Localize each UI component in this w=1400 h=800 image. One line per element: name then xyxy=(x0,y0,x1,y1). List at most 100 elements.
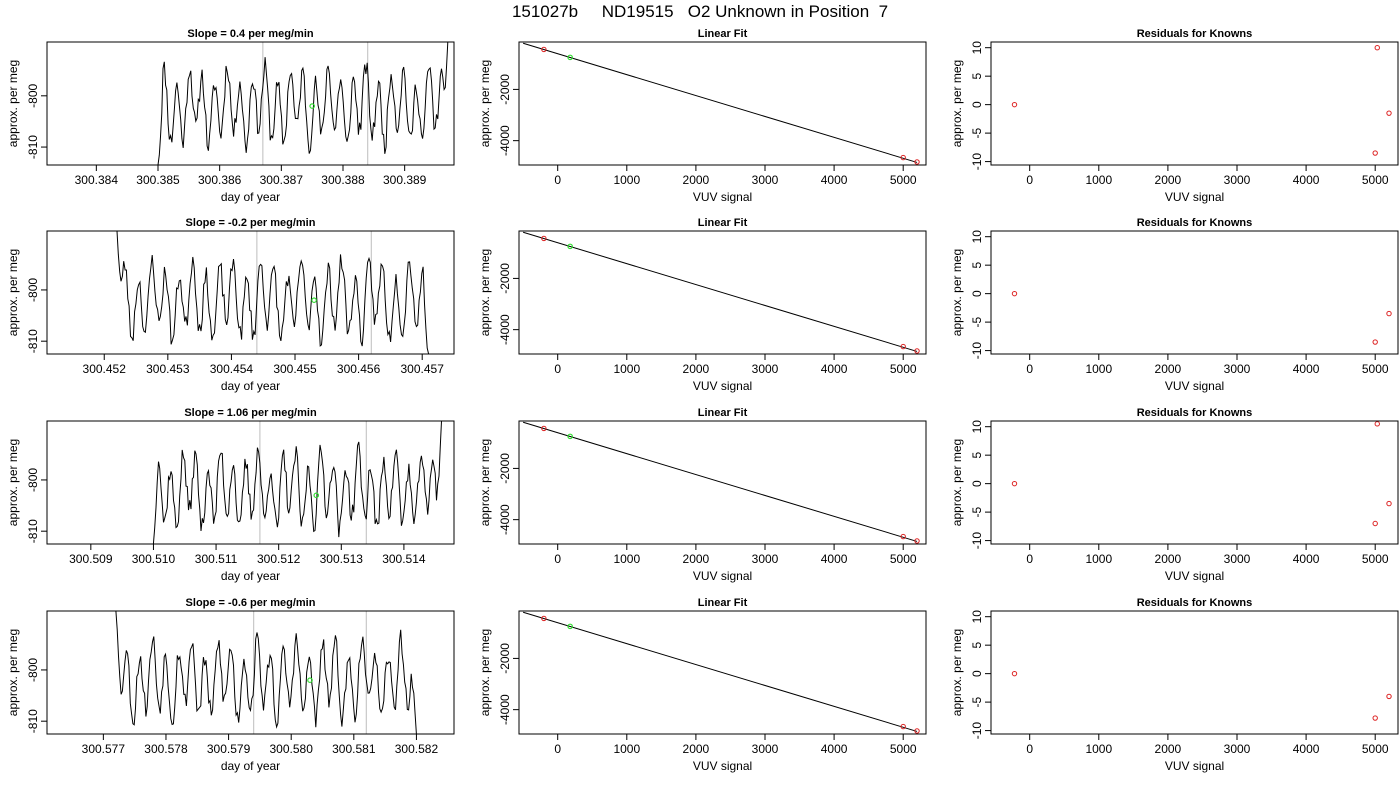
y-tick-label: -5 xyxy=(970,696,984,707)
page-title: 151027b ND19515 O2 Unknown in Position 7 xyxy=(511,2,889,21)
x-axis-label: VUV signal xyxy=(693,190,752,204)
x-tick-label: 5000 xyxy=(1362,552,1389,566)
panel-title: Slope = 1.06 per meg/min xyxy=(184,407,317,419)
x-tick-label: 2000 xyxy=(683,173,710,187)
panel-3-0: Slope = -0.6 per meg/min 300.577 300.578 30… xyxy=(6,597,455,773)
panel-title: Linear Fit xyxy=(698,597,748,609)
x-tick-label: 1000 xyxy=(1085,362,1112,376)
x-tick-label: 4000 xyxy=(1293,552,1320,566)
x-tick-label: 2000 xyxy=(683,362,710,376)
plot-area xyxy=(523,421,920,544)
x-tick-label: 5000 xyxy=(1362,362,1389,376)
x-tick-label: 0 xyxy=(1026,362,1033,376)
panel-3-1: Linear Fit 0 1000 2000 3000 4000 5000 -2000 -400… xyxy=(478,597,927,773)
known-point xyxy=(1011,480,1018,487)
panel-title: Linear Fit xyxy=(698,217,748,229)
x-tick-label: 0 xyxy=(554,742,561,756)
x-tick-label: 300.457 xyxy=(401,362,445,376)
known-point xyxy=(541,235,547,242)
y-tick-label: 5 xyxy=(970,452,984,459)
x-tick-label: 300.509 xyxy=(69,552,113,566)
y-tick-label: -5 xyxy=(970,506,984,517)
y-axis-label: approx. per meg xyxy=(950,249,964,336)
y-tick-label: 5 xyxy=(970,262,984,269)
plot-area xyxy=(523,611,920,734)
y-tick-label: -2000 xyxy=(498,453,512,484)
x-tick-label: 5000 xyxy=(890,173,917,187)
plot-area xyxy=(523,42,920,165)
plot-frame xyxy=(46,41,455,166)
known-point xyxy=(1372,520,1378,527)
y-tick-label: 0 xyxy=(970,670,984,677)
x-tick-label: 3000 xyxy=(752,362,779,376)
known-point xyxy=(914,538,920,544)
unknown-marker xyxy=(311,297,317,303)
y-tick-label: -4000 xyxy=(498,694,512,725)
unknown-point xyxy=(567,623,573,630)
x-tick-label: 2000 xyxy=(1155,742,1182,756)
x-axis-label: VUV signal xyxy=(1165,190,1224,204)
y-axis-label: approx. per meg xyxy=(478,249,492,336)
y-tick-label: 5 xyxy=(970,73,984,80)
x-tick-label: 3000 xyxy=(1224,362,1251,376)
x-tick-label: 4000 xyxy=(821,552,848,566)
x-tick-label: 5000 xyxy=(890,362,917,376)
x-tick-label: 1000 xyxy=(1085,552,1112,566)
signal-trace xyxy=(116,231,430,354)
x-tick-label: 300.385 xyxy=(136,173,180,187)
panel-2-1: Linear Fit 0 1000 2000 3000 4000 5000 -2000 -400… xyxy=(478,407,927,583)
plot-area xyxy=(152,421,442,544)
x-axis-label: VUV signal xyxy=(1165,569,1224,583)
panel-title: Linear Fit xyxy=(698,407,748,419)
x-tick-label: 0 xyxy=(1026,742,1033,756)
plot-area xyxy=(523,231,920,354)
plot-frame xyxy=(990,420,1399,545)
plot-frame xyxy=(518,610,927,735)
x-tick-label: 2000 xyxy=(683,552,710,566)
x-tick-label: 4000 xyxy=(1293,742,1320,756)
plot-area xyxy=(115,611,417,734)
y-tick-label: 10 xyxy=(970,41,984,55)
known-point xyxy=(1011,101,1018,108)
y-tick-label: 0 xyxy=(970,480,984,487)
x-tick-label: 1000 xyxy=(613,742,640,756)
y-axis-label: approx. per meg xyxy=(478,60,492,147)
known-point xyxy=(1386,310,1392,317)
y-tick-label: -10 xyxy=(970,722,984,740)
plot-frame xyxy=(518,41,927,166)
x-axis-label: day of year xyxy=(221,759,280,773)
x-tick-label: 4000 xyxy=(1293,362,1320,376)
y-tick-label: -2000 xyxy=(498,74,512,105)
known-point xyxy=(914,728,920,734)
x-axis-label: VUV signal xyxy=(693,569,752,583)
panel-title: Residuals for Knowns xyxy=(1137,597,1253,609)
x-tick-label: 5000 xyxy=(1362,173,1389,187)
y-tick-label: 0 xyxy=(970,290,984,297)
y-tick-label: -810 xyxy=(26,329,40,353)
x-tick-label: 300.582 xyxy=(395,742,439,756)
y-tick-label: 10 xyxy=(970,420,984,434)
y-tick-label: -800 xyxy=(26,468,40,492)
x-tick-label: 300.580 xyxy=(270,742,314,756)
x-axis-label: day of year xyxy=(221,379,280,393)
x-tick-label: 300.577 xyxy=(82,742,126,756)
unknown-point xyxy=(567,433,573,440)
panel-title: Linear Fit xyxy=(698,28,748,40)
y-tick-label: 0 xyxy=(970,101,984,108)
x-tick-label: 1000 xyxy=(613,362,640,376)
x-tick-label: 2000 xyxy=(1155,362,1182,376)
x-tick-label: 300.454 xyxy=(210,362,254,376)
unknown-marker xyxy=(313,492,320,499)
y-tick-label: 5 xyxy=(970,642,984,649)
panel-1-1: Linear Fit 0 1000 2000 3000 4000 5000 -2000 -400… xyxy=(478,217,927,393)
signal-trace xyxy=(152,421,442,544)
x-tick-label: 300.579 xyxy=(207,742,251,756)
x-tick-label: 5000 xyxy=(1362,742,1389,756)
y-tick-label: -5 xyxy=(970,316,984,327)
x-tick-label: 300.386 xyxy=(198,173,242,187)
unknown-marker xyxy=(307,677,313,683)
known-point xyxy=(1372,715,1378,721)
panel-1-2: Residuals for Knowns 0 1000 2000 3000 4000 500… xyxy=(950,217,1399,393)
y-axis-label: approx. per meg xyxy=(478,629,492,716)
